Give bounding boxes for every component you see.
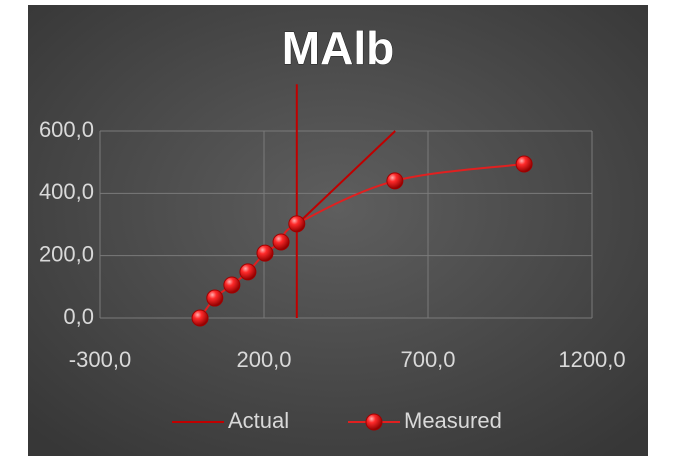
marker	[272, 233, 290, 251]
chart-area	[28, 5, 648, 456]
x-tick-label: 700,0	[400, 347, 455, 372]
marker	[239, 263, 257, 281]
series-line	[295, 84, 396, 318]
marker	[386, 172, 404, 190]
marker	[191, 309, 209, 327]
legend-label: Measured	[404, 408, 502, 433]
y-tick-label: 600,0	[39, 117, 94, 142]
marker	[256, 244, 274, 262]
legend-label: Actual	[228, 408, 289, 433]
marker	[223, 276, 241, 294]
marker	[515, 155, 533, 173]
x-tick-label: -300,0	[69, 347, 131, 372]
marker	[288, 215, 306, 233]
chart-title: MAlb	[282, 22, 394, 74]
x-tick-label: 200,0	[236, 347, 291, 372]
x-tick-label: 1200,0	[558, 347, 625, 372]
legend-marker	[365, 413, 383, 431]
marker	[206, 289, 224, 307]
y-tick-label: 0,0	[63, 304, 94, 329]
y-tick-label: 400,0	[39, 179, 94, 204]
y-tick-label: 200,0	[39, 241, 94, 266]
